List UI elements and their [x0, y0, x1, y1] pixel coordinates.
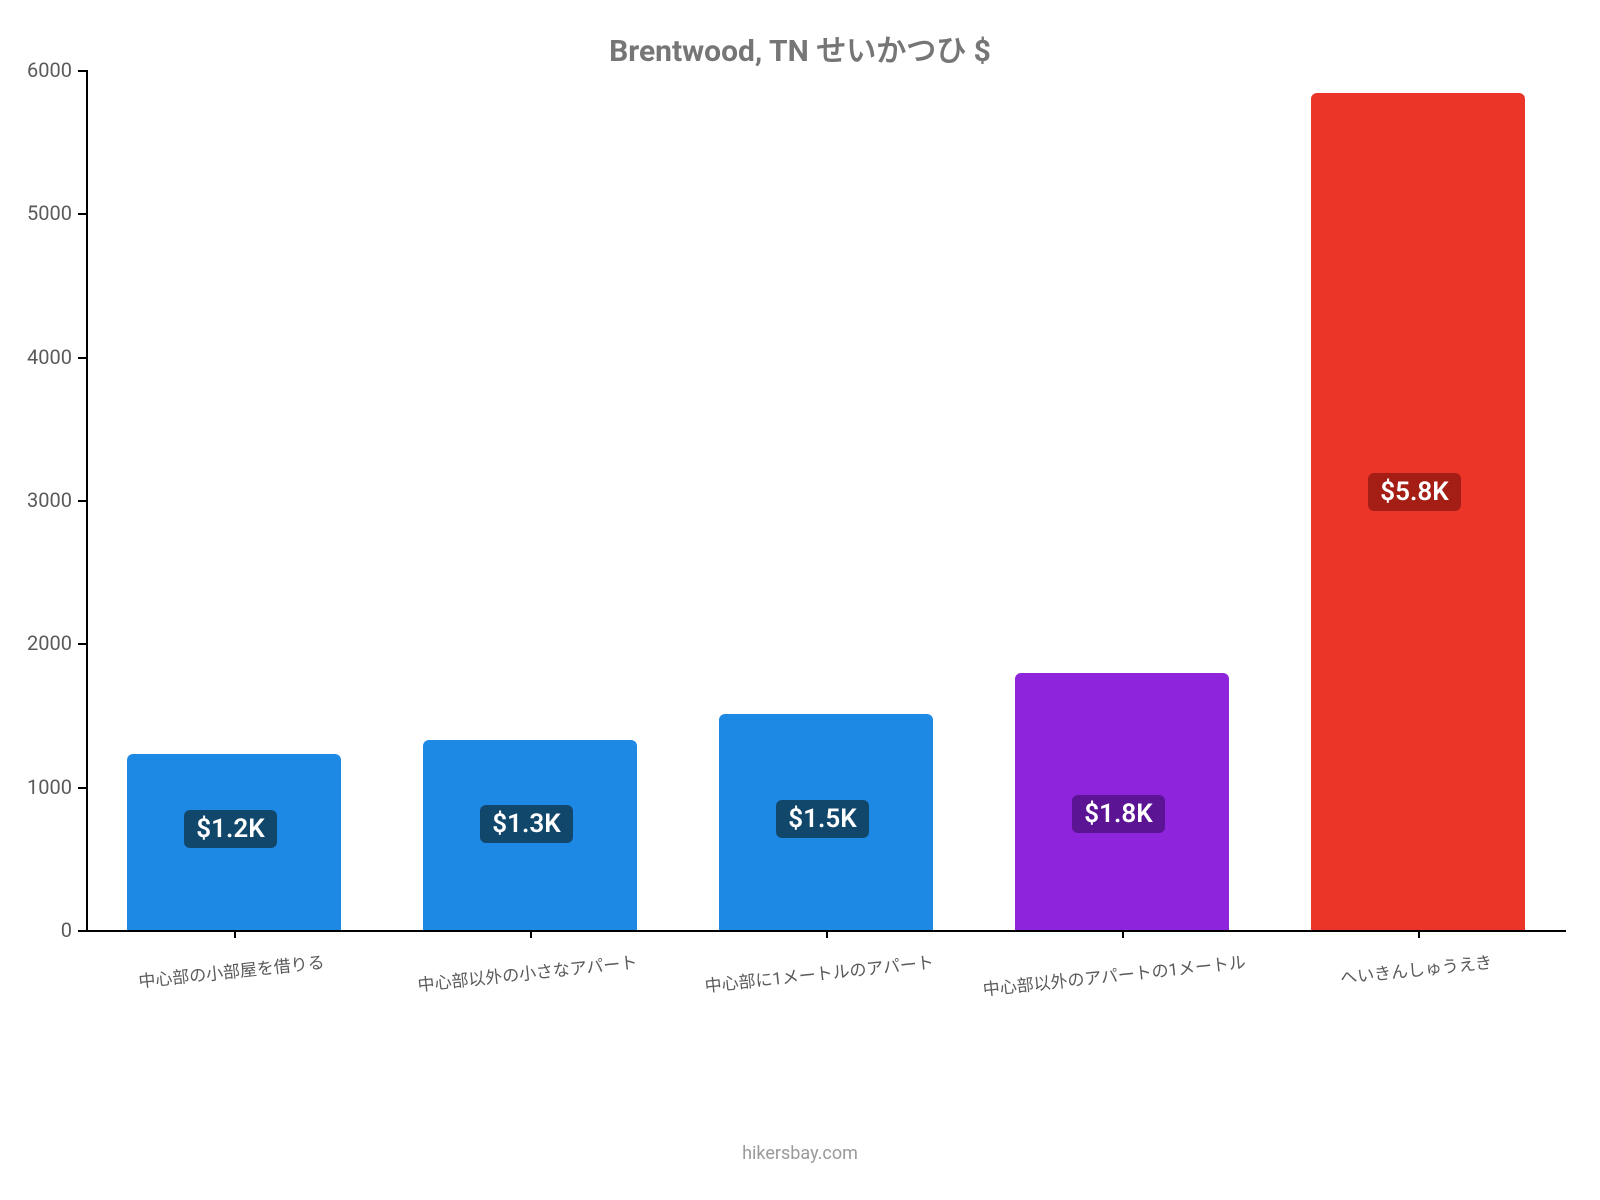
chart-title: Brentwood, TN せいかつひ $ [609, 26, 991, 70]
y-tick-label: 1000 [12, 775, 72, 799]
y-tick [78, 357, 86, 359]
value-badge: $5.8K [1368, 473, 1460, 511]
value-badge: $1.2K [184, 810, 276, 848]
x-tick [530, 930, 532, 938]
y-tick-label: 0 [12, 918, 72, 942]
x-tick-label: へいきんしゅうえき [1339, 948, 1493, 989]
chart-container: Brentwood, TN せいかつひ $ 010002000300040005… [0, 0, 1600, 1200]
bar [1311, 93, 1524, 930]
y-tick-label: 2000 [12, 631, 72, 655]
value-badge: $1.3K [480, 805, 572, 843]
y-tick [78, 787, 86, 789]
value-badge: $1.8K [1072, 795, 1164, 833]
y-tick [78, 70, 86, 72]
y-tick [78, 643, 86, 645]
x-tick [826, 930, 828, 938]
y-tick [78, 213, 86, 215]
watermark: hikersbay.com [742, 1143, 858, 1164]
x-tick-label: 中心部に1メートルのアパート [703, 948, 935, 997]
x-tick-label: 中心部以外のアパートの1メートル [981, 948, 1246, 1000]
value-badge: $1.5K [776, 800, 868, 838]
y-tick-label: 6000 [12, 58, 72, 82]
plot-area: 0100020003000400050006000$1.2K中心部の小部屋を借り… [86, 70, 1566, 930]
x-tick [1122, 930, 1124, 938]
y-tick-label: 4000 [12, 345, 72, 369]
y-tick-label: 5000 [12, 201, 72, 225]
x-tick-label: 中心部の小部屋を借りる [137, 948, 326, 992]
y-tick-label: 3000 [12, 488, 72, 512]
x-tick [1418, 930, 1420, 938]
y-tick [78, 930, 86, 932]
x-tick-label: 中心部以外の小さなアパート [416, 948, 638, 996]
x-tick [234, 930, 236, 938]
y-tick [78, 500, 86, 502]
y-axis [86, 70, 88, 930]
